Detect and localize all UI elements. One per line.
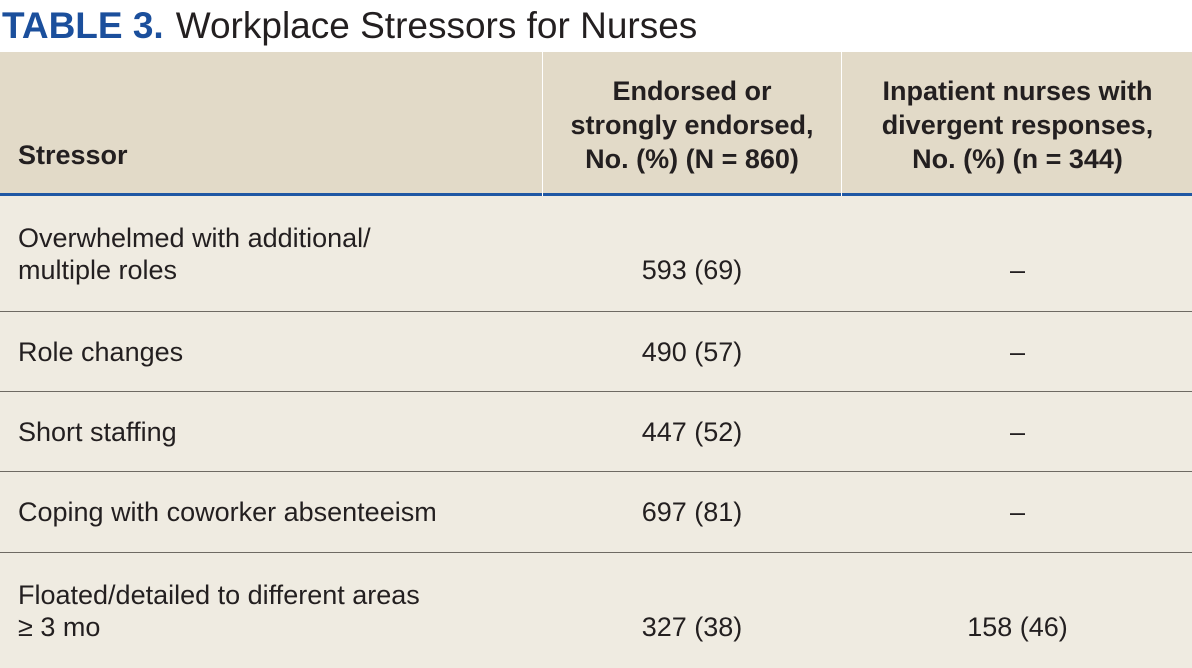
table-row: Floated/detailed to different areas ≥ 3 …: [0, 553, 1192, 668]
cell-stressor: Coping with coworker absenteeism: [18, 496, 538, 528]
cell-stressor: Short staffing: [18, 416, 538, 448]
stressors-table: Stressor Endorsed or strongly endorsed, …: [0, 52, 1192, 668]
column-divider: [542, 52, 543, 196]
cell-inpatient: –: [1009, 497, 1026, 527]
table-row: Role changes 490 (57) –: [0, 312, 1192, 392]
table-title: TABLE 3. Workplace Stressors for Nurses: [0, 0, 1192, 52]
header-stressor: Stressor: [18, 140, 128, 170]
table-title-text: Workplace Stressors for Nurses: [175, 5, 698, 46]
table-row: Overwhelmed with additional/ multiple ro…: [0, 196, 1192, 312]
cell-endorsed: 447 (52): [641, 417, 743, 447]
cell-stressor: Role changes: [18, 336, 538, 368]
table-row: Coping with coworker absenteeism 697 (81…: [0, 472, 1192, 553]
cell-stressor-line: Coping with coworker absenteeism: [18, 497, 437, 527]
cell-inpatient: –: [1009, 417, 1026, 447]
cell-stressor: Overwhelmed with additional/ multiple ro…: [18, 222, 538, 286]
header-inpatient-line: No. (%) (n = 344): [912, 144, 1123, 174]
cell-endorsed: 697 (81): [641, 497, 743, 527]
header-inpatient-line: divergent responses,: [881, 110, 1154, 140]
cell-stressor-line: Role changes: [18, 337, 184, 367]
table-row: Short staffing 447 (52) –: [0, 392, 1192, 472]
cell-stressor-line: Overwhelmed with additional/: [18, 223, 371, 253]
cell-endorsed: 593 (69): [641, 255, 743, 285]
column-divider: [841, 52, 842, 196]
header-endorsed-line: Endorsed or: [612, 76, 772, 106]
cell-stressor: Floated/detailed to different areas ≥ 3 …: [18, 579, 538, 643]
cell-inpatient: –: [1009, 337, 1026, 367]
header-endorsed-line: strongly endorsed,: [570, 110, 814, 140]
header-inpatient-line: Inpatient nurses with: [882, 76, 1153, 106]
header-endorsed: Endorsed or strongly endorsed, No. (%) (…: [544, 74, 840, 176]
table-number-label: TABLE 3.: [2, 5, 164, 46]
cell-endorsed: 327 (38): [641, 612, 743, 642]
cell-stressor-line: Short staffing: [18, 417, 177, 447]
cell-stressor-line: multiple roles: [18, 255, 178, 285]
cell-inpatient: –: [1009, 255, 1026, 285]
table-header-row: Stressor Endorsed or strongly endorsed, …: [0, 52, 1192, 196]
cell-stressor-line: Floated/detailed to different areas: [18, 580, 420, 610]
header-inpatient: Inpatient nurses with divergent response…: [843, 74, 1192, 176]
cell-stressor-line: ≥ 3 mo: [18, 612, 101, 642]
cell-endorsed: 490 (57): [641, 337, 743, 367]
header-endorsed-line: No. (%) (N = 860): [585, 144, 799, 174]
cell-inpatient: 158 (46): [967, 612, 1068, 642]
